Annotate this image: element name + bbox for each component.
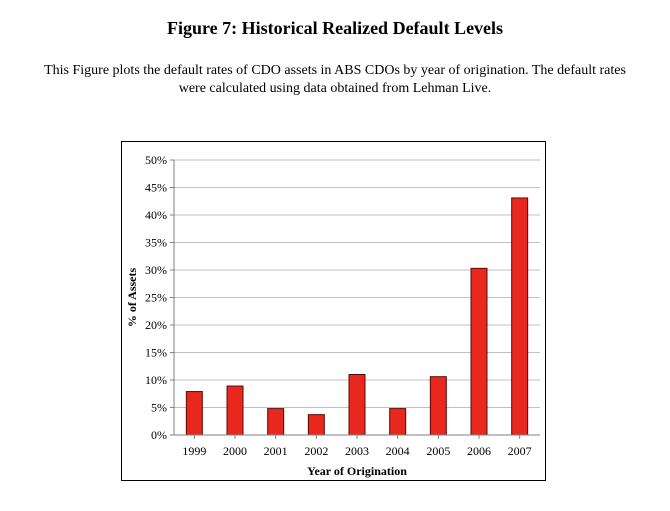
grid-lines — [174, 159, 540, 408]
default-rate-bar-chart: 0% 5% 10% 15% 20% 25% 30% 35% 40% 45% 50% 1999 2000… — [125, 153, 540, 478]
bar-2000 — [226, 385, 244, 436]
y-tick-label: 15% — [145, 346, 167, 360]
y-tick-label: 30% — [145, 263, 167, 277]
y-tick-labels: 0% 5% 10% 15% 20% 25% 30% 35% 40% 45% 50% — [145, 153, 167, 442]
x-tick-label: 2005 — [426, 444, 450, 458]
y-tick-label: 50% — [145, 153, 167, 167]
x-tick-label: 1999 — [182, 444, 206, 458]
y-tick-label: 5% — [151, 401, 167, 415]
chart-frame: 0% 5% 10% 15% 20% 25% 30% 35% 40% 45% 50% 1999 2000… — [121, 141, 546, 481]
x-tick-label: 2004 — [386, 444, 410, 458]
bar-1999 — [185, 391, 203, 436]
axes — [170, 159, 540, 439]
y-tick-label: 10% — [145, 373, 167, 387]
x-tick-label: 2002 — [304, 444, 328, 458]
y-axis-title: % of Assets — [125, 268, 139, 328]
bar-2003 — [348, 374, 366, 436]
x-tick-label: 2000 — [223, 444, 247, 458]
bar-2004 — [389, 408, 407, 436]
figure-caption-line-2: were calculated using data obtained from… — [178, 81, 492, 96]
y-tick-label: 35% — [145, 236, 167, 250]
bar-2006 — [470, 267, 488, 436]
x-tick-label: 2001 — [264, 444, 288, 458]
y-tick-label: 0% — [151, 428, 167, 442]
figure-caption: This Figure plots the default rates of C… — [4, 62, 666, 98]
figure-title: Figure 7: Historical Realized Default Le… — [166, 18, 504, 38]
bar-2001 — [267, 408, 285, 436]
figure-caption-line-1: This Figure plots the default rates of C… — [44, 63, 626, 78]
x-tick-label: 2006 — [467, 444, 491, 458]
x-tick-label: 2007 — [508, 444, 532, 458]
bar-2002 — [307, 414, 325, 436]
x-tick-label: 2003 — [345, 444, 369, 458]
y-tick-label: 40% — [145, 208, 167, 222]
x-axis-title: Year of Origination — [307, 464, 407, 478]
bars — [185, 197, 529, 436]
y-tick-label: 25% — [145, 291, 167, 305]
bar-2005 — [429, 376, 447, 436]
bar-2007 — [511, 197, 529, 436]
x-tick-labels: 1999 2000 2001 2002 2003 2004 2005 2006 2007 — [182, 444, 531, 458]
y-tick-label: 20% — [145, 318, 167, 332]
y-tick-label: 45% — [145, 181, 167, 195]
